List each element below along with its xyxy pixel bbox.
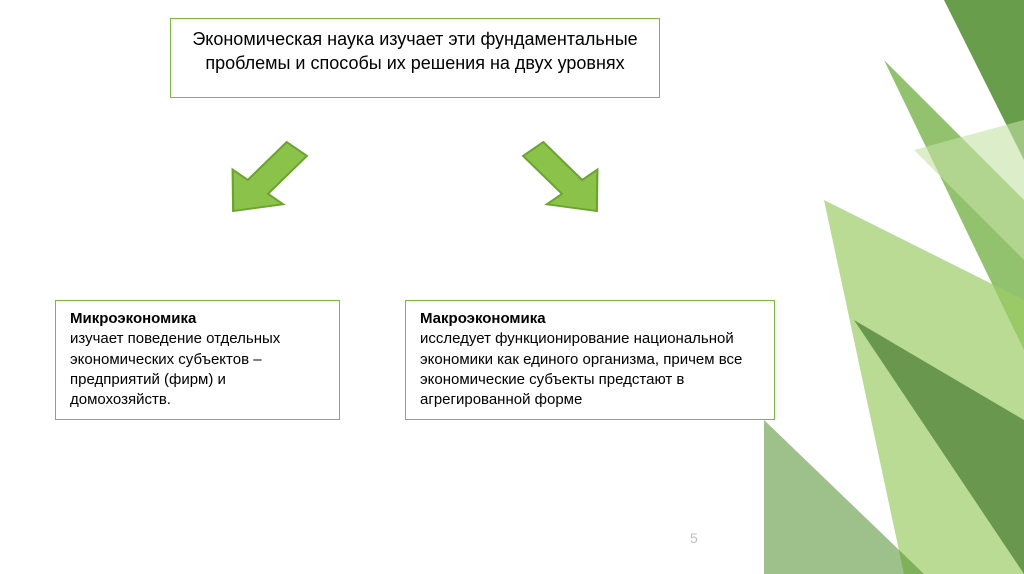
arrow-right [510, 135, 620, 225]
left-box-body: изучает поведение отдельных экономически… [70, 330, 280, 408]
right-box-title: Макроэкономика [420, 310, 546, 327]
left-box: Микроэкономика изучает поведение отдельн… [55, 300, 340, 420]
page-number-text: 5 [690, 530, 698, 546]
corner-decoration [764, 0, 1024, 574]
right-box: Макроэкономика исследует функционировани… [405, 300, 775, 420]
slide: Экономическая наука изучает эти фундамен… [0, 0, 1024, 574]
left-box-title: Микроэкономика [70, 310, 196, 327]
top-box: Экономическая наука изучает эти фундамен… [170, 18, 660, 98]
right-box-body: исследует функционирование национальной … [420, 330, 742, 408]
top-box-text: Экономическая наука изучает эти фундамен… [192, 29, 637, 73]
arrow-left [210, 135, 320, 225]
page-number: 5 [690, 530, 698, 546]
